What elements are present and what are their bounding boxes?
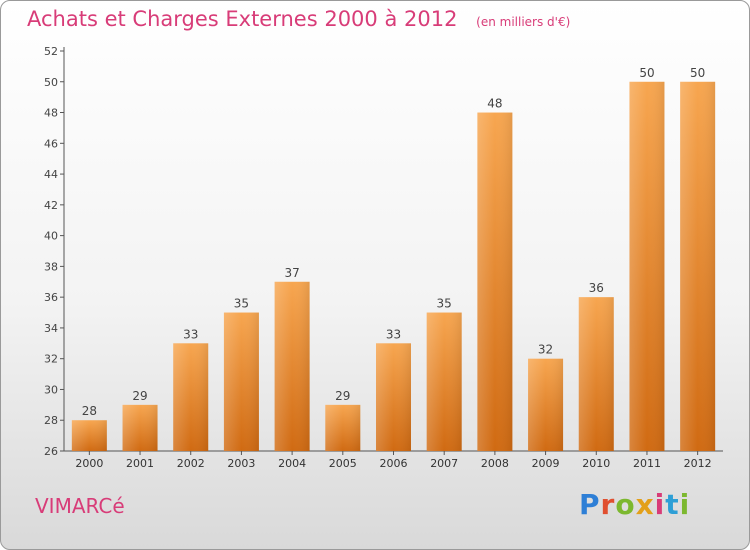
y-tick-label: 40 — [44, 230, 58, 243]
brand-letter: i — [654, 488, 666, 521]
data-label: 48 — [487, 97, 502, 111]
bar-shine — [325, 404, 361, 451]
data-label: 35 — [437, 297, 452, 311]
data-label: 36 — [589, 281, 604, 295]
x-tick-label: 2009 — [532, 457, 560, 470]
data-label: 50 — [639, 66, 654, 80]
y-tick-label: 28 — [44, 414, 58, 427]
bar-shine — [122, 404, 158, 451]
data-label: 29 — [132, 389, 147, 403]
x-tick-label: 2000 — [75, 457, 103, 470]
data-label: 29 — [335, 389, 350, 403]
data-label: 32 — [538, 343, 553, 357]
y-tick-label: 50 — [44, 76, 58, 89]
bar-shine — [173, 343, 209, 451]
bar-shine — [680, 81, 716, 452]
y-tick-label: 30 — [44, 383, 58, 396]
brand-letter: o — [615, 488, 636, 521]
brand-letter: r — [600, 488, 616, 521]
data-label: 33 — [183, 327, 198, 341]
y-tick-label: 34 — [44, 322, 58, 335]
bar-shine — [223, 312, 259, 451]
y-tick-label: 38 — [44, 260, 58, 273]
bar-shine — [528, 358, 564, 451]
bar-shine — [578, 297, 614, 451]
x-tick-label: 2010 — [582, 457, 610, 470]
bar-shine — [426, 312, 462, 451]
bar-shine — [629, 81, 665, 452]
x-tick-label: 2006 — [380, 457, 408, 470]
data-label: 37 — [284, 266, 299, 280]
brand-letter: i — [679, 488, 691, 521]
data-label: 50 — [690, 66, 705, 80]
x-tick-label: 2002 — [177, 457, 205, 470]
bar-shine — [274, 281, 310, 451]
y-tick-label: 36 — [44, 291, 58, 304]
chart-title: Achats et Charges Externes 2000 à 2012 (… — [27, 7, 570, 31]
x-tick-label: 2004 — [278, 457, 306, 470]
data-label: 33 — [386, 327, 401, 341]
y-tick-label: 42 — [44, 199, 58, 212]
y-tick-label: 26 — [44, 445, 58, 458]
y-tick-label: 48 — [44, 107, 58, 120]
data-label: 28 — [82, 404, 97, 418]
bar-shine — [477, 112, 513, 452]
commune-name: VIMARCé — [35, 494, 125, 518]
y-tick-label: 46 — [44, 137, 58, 150]
proxiti-logo: Proxiti — [579, 488, 690, 521]
x-tick-label: 2001 — [126, 457, 154, 470]
y-tick-label: 52 — [44, 45, 58, 58]
x-tick-label: 2005 — [329, 457, 357, 470]
chart-unit: (en milliers d'€) — [476, 15, 571, 29]
x-tick-label: 2008 — [481, 457, 509, 470]
brand-letter: t — [665, 488, 680, 521]
x-tick-label: 2012 — [684, 457, 712, 470]
y-tick-label: 32 — [44, 353, 58, 366]
x-tick-label: 2007 — [430, 457, 458, 470]
chart-title-text: Achats et Charges Externes 2000 à 2012 — [27, 7, 458, 31]
brand-letter: x — [635, 488, 655, 521]
x-tick-label: 2003 — [227, 457, 255, 470]
bar-shine — [376, 343, 411, 451]
y-tick-label: 44 — [44, 168, 58, 181]
bar-shine — [71, 420, 107, 451]
brand-letter: P — [579, 488, 601, 521]
data-label: 35 — [234, 297, 249, 311]
x-tick-label: 2011 — [633, 457, 661, 470]
